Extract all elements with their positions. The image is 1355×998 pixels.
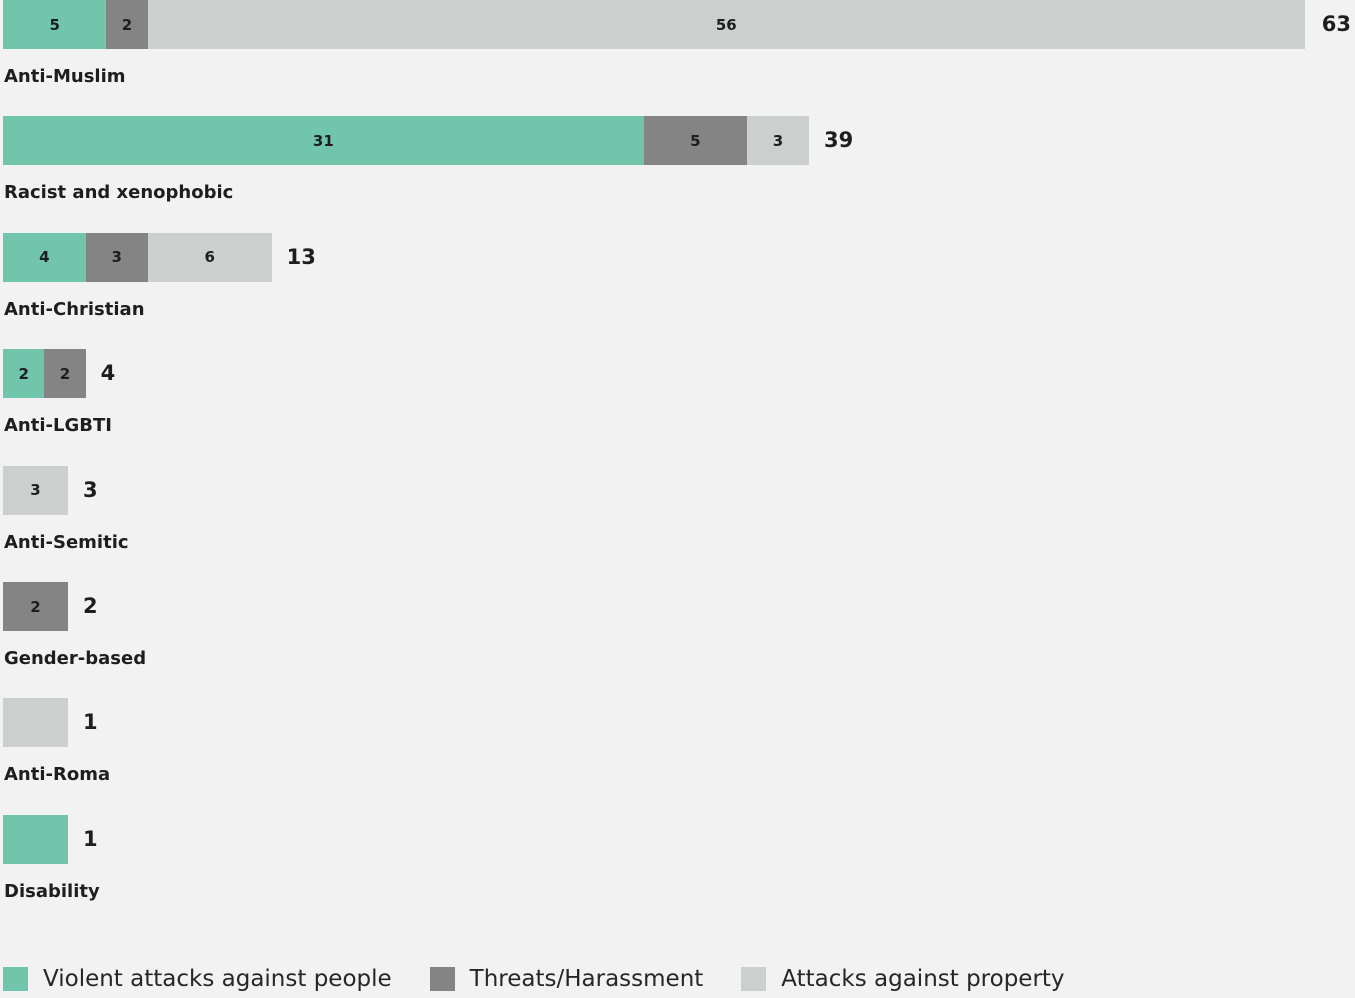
bar-segment-property: 56: [147, 0, 1305, 49]
category-label: Anti-Muslim: [4, 66, 126, 87]
total-value-label: 2: [83, 594, 98, 618]
legend-label: Threats/Harassment: [469, 966, 704, 992]
category-row: 1 Disability: [0, 814, 1355, 915]
category-row: 2 2 4 Anti-LGBTI: [0, 349, 1355, 449]
category-row: 5 2 56 63 Anti-Muslim: [0, 0, 1355, 100]
total-value-label: 3: [83, 477, 98, 502]
bar-segment-property: 3: [3, 465, 68, 515]
category-label: Gender-based: [4, 648, 147, 669]
segment-value-label: 3: [772, 131, 784, 150]
segment-value-label: 31: [312, 131, 334, 150]
category-row: 4 3 6 13 Anti-Christian: [0, 232, 1355, 333]
legend-item-violent: Violent attacks against people: [3, 966, 392, 992]
total-value-label: 4: [100, 361, 116, 386]
category-row: 2 2 Gender-based: [0, 582, 1355, 682]
segment-value-label: 5: [690, 131, 701, 150]
bar-segment-violent: [3, 814, 68, 864]
bar-segment-threats: 2: [106, 0, 148, 49]
bar-stack: 5 2 56: [3, 0, 1305, 49]
segment-value-label: 5: [49, 15, 60, 34]
segment-value-label: 56: [715, 15, 737, 34]
legend-swatch: [3, 967, 28, 991]
segment-value-label: 2: [121, 15, 133, 34]
bar-segment-property: [3, 698, 68, 748]
bar-segment-threats: 3: [85, 232, 148, 282]
legend-swatch: [429, 967, 455, 991]
bar-segment-violent: 2: [3, 349, 45, 399]
segment-value-label: 3: [111, 248, 122, 267]
bar-segment-threats: 2: [44, 349, 86, 399]
legend-item-threats: Threats/Harassment: [429, 966, 704, 992]
category-label: Anti-Roma: [4, 764, 111, 786]
chart-legend: Violent attacks against people Threats/Ha…: [3, 962, 1103, 996]
segment-value-label: 4: [39, 248, 50, 267]
total-value-label: 1: [83, 826, 98, 851]
total-value-label: 1: [83, 710, 98, 735]
bar-stack: [3, 814, 68, 864]
total-value-label: 63: [1321, 12, 1351, 36]
category-label: Anti-Semitic: [4, 531, 129, 553]
legend-label: Attacks against property: [781, 966, 1065, 992]
category-label: Anti-LGBTI: [4, 415, 112, 437]
segment-value-label: 2: [18, 364, 29, 383]
segment-value-label: 2: [59, 364, 71, 383]
legend-item-property: Attacks against property: [741, 966, 1065, 992]
bar-stack: 2: [3, 582, 68, 631]
category-label: Racist and xenophobic: [4, 182, 234, 204]
bar-stack: 4 3 6: [3, 232, 272, 282]
bar-segment-violent: 5: [3, 0, 107, 49]
bar-segment-threats: 5: [643, 116, 747, 166]
category-label: Anti-Christian: [4, 298, 145, 320]
bar-segment-violent: 31: [3, 116, 644, 166]
bar-stack: 31 5 3: [3, 116, 809, 166]
legend-label: Violent attacks against people: [43, 966, 392, 992]
bar-stack: [3, 698, 68, 748]
category-label: Disability: [4, 880, 100, 902]
bar-segment-property: 3: [746, 116, 809, 166]
total-value-label: 13: [286, 244, 316, 269]
segment-value-label: 3: [30, 481, 41, 500]
bar-segment-violent: 4: [3, 232, 86, 282]
bar-segment-property: 6: [147, 232, 272, 282]
category-row: 1 Anti-Roma: [0, 698, 1355, 798]
bar-stack: 3: [3, 465, 68, 515]
segment-value-label: 2: [30, 597, 41, 616]
bar-segment-threats: 2: [3, 582, 68, 631]
total-value-label: 39: [824, 128, 854, 153]
category-row: 31 5 3 39 Racist and xenophobic: [0, 116, 1355, 216]
segment-value-label: 6: [204, 248, 215, 267]
legend-swatch: [741, 967, 767, 991]
category-row: 3 3 Anti-Semitic: [0, 465, 1355, 566]
